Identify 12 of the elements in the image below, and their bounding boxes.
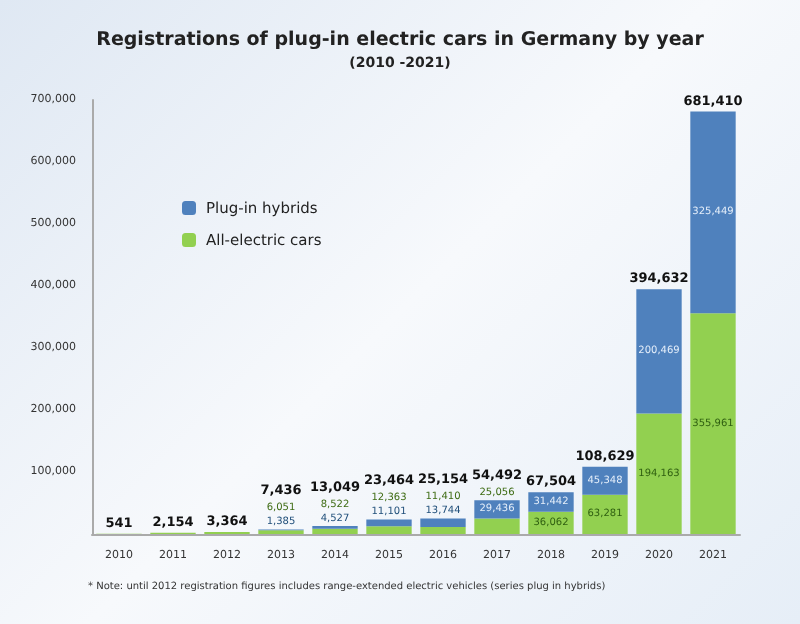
chart-title: Registrations of plug-in electric cars in Germany by year xyxy=(96,29,705,51)
bar xyxy=(474,518,520,534)
bar xyxy=(312,528,358,534)
bar xyxy=(636,413,682,534)
bar xyxy=(420,526,466,534)
bar xyxy=(420,518,466,527)
bar xyxy=(582,494,628,534)
bar xyxy=(636,289,682,414)
bar xyxy=(366,526,412,534)
bar xyxy=(366,519,412,527)
bar xyxy=(690,313,736,534)
bar xyxy=(690,111,736,314)
